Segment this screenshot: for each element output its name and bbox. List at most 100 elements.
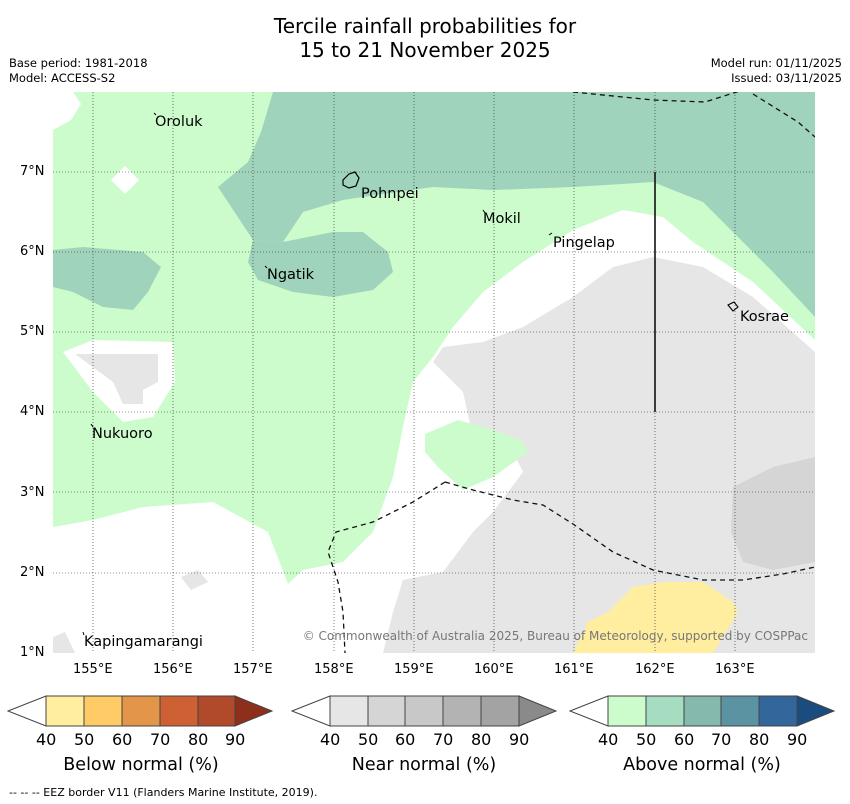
near-normal-50-region (731, 457, 815, 570)
near-normal-value-90: 90 (509, 730, 530, 749)
near-normal-40-region-south (181, 570, 208, 590)
lat-tick-2n: 2°N (20, 565, 45, 580)
copyright-notice: © Commonwealth of Australia 2025, Bureau… (303, 629, 808, 643)
place-mokil: Mokil (483, 211, 521, 227)
near-normal-value-60: 60 (395, 730, 416, 749)
near-normal-swatch-80 (480, 695, 520, 727)
eez-footnote: -- -- -- EEZ border V11 (Flanders Marine… (9, 786, 318, 799)
nukuoro-marker (90, 423, 94, 428)
place-ngatik: Ngatik (267, 267, 315, 283)
above-normal-value-40: 40 (598, 730, 619, 749)
above-normal-swatch-50 (645, 695, 685, 727)
mokil-marker (482, 209, 486, 214)
neutral-buffer-islet (111, 166, 139, 194)
colorbar-below-normal (6, 695, 274, 727)
lon-tick-159e: 159°E (394, 662, 434, 677)
above-normal-swatch-70 (720, 695, 760, 727)
eez-borders (327, 92, 815, 653)
place-pohnpei: Pohnpei (361, 186, 419, 202)
below-normal-value-70: 70 (150, 730, 171, 749)
above-normal-value-90: 90 (787, 730, 808, 749)
model-run: Model run: 01/11/2025 (710, 56, 842, 70)
below-normal-value-40: 40 (36, 730, 57, 749)
near-normal-40-region-west (75, 354, 158, 404)
lon-tick-161e: 161°E (554, 662, 594, 677)
kapingamarangi-marker (82, 631, 85, 636)
near-normal-value-70: 70 (433, 730, 454, 749)
near-normal-40-region-corner (53, 632, 75, 653)
above-normal-50-region-ngatik (248, 232, 393, 297)
lon-tick-158e: 158°E (314, 662, 354, 677)
place-pingelap: Pingelap (553, 235, 615, 251)
lon-tick-163e: 163°E (715, 662, 755, 677)
near-normal-value-80: 80 (471, 730, 492, 749)
below-normal-40-region (573, 582, 738, 653)
above-normal-value-50: 50 (636, 730, 657, 749)
below-normal-label: Below normal (%) (63, 755, 219, 775)
near-normal-40-region (383, 257, 815, 653)
near-normal-value-40: 40 (320, 730, 341, 749)
above-normal-50-region-north (218, 92, 815, 317)
below-normal-value-60: 60 (112, 730, 133, 749)
oroluk-marker (153, 112, 157, 116)
above-normal-lower-arrow (568, 695, 609, 727)
near-normal-label: Near normal (%) (351, 755, 497, 775)
forecast-map: Oroluk Pohnpei Mokil Pingelap Ngatik Kos… (53, 92, 815, 653)
below-normal-swatch-40 (45, 695, 85, 727)
model-name: Model: ACCESS-S2 (9, 71, 116, 85)
below-normal-value-90: 90 (225, 730, 246, 749)
eez-border-east (444, 481, 815, 581)
ngatik-marker (264, 265, 268, 269)
colorbar-above-normal (568, 695, 836, 727)
below-normal-value-50: 50 (74, 730, 95, 749)
pohnpei-island-outline (342, 171, 360, 189)
below-normal-swatch-50 (83, 695, 123, 727)
below-normal-value-80: 80 (188, 730, 209, 749)
lat-tick-4n: 4°N (20, 404, 45, 419)
below-normal-swatch-60 (121, 695, 161, 727)
place-kapingamarangi: Kapingamarangi (84, 634, 203, 650)
above-normal-swatch-60 (683, 695, 722, 727)
issued-date: Issued: 03/11/2025 (731, 71, 842, 85)
pingelap-marker (548, 232, 553, 236)
near-normal-value-50: 50 (358, 730, 379, 749)
above-normal-upper-arrow (796, 695, 836, 727)
above-normal-label: Above normal (%) (623, 755, 781, 775)
above-normal-swatch-80 (758, 695, 798, 727)
above-normal-value-70: 70 (711, 730, 732, 749)
lon-tick-157e: 157°E (233, 662, 273, 677)
below-normal-swatch-70 (159, 695, 199, 727)
base-period: Base period: 1981-2018 (9, 56, 148, 70)
eez-border-south (327, 481, 446, 653)
lon-tick-155e: 155°E (73, 662, 113, 677)
below-normal-upper-arrow (234, 695, 274, 727)
near-normal-swatch-70 (442, 695, 482, 727)
near-normal-upper-arrow (518, 695, 558, 727)
place-nukuoro: Nukuoro (92, 426, 153, 442)
colorbar-near-normal (290, 695, 558, 727)
lon-tick-162e: 162°E (635, 662, 675, 677)
place-kosrae: Kosrae (740, 309, 789, 325)
lon-tick-156e: 156°E (153, 662, 193, 677)
lat-tick-7n: 7°N (20, 164, 45, 179)
below-normal-swatch-80 (197, 695, 236, 727)
lat-tick-1n: 1°N (20, 645, 45, 660)
near-normal-swatch-50 (367, 695, 406, 727)
above-normal-50-region-west (53, 247, 161, 310)
below-normal-lower-arrow (6, 695, 47, 727)
map-title-line1: Tercile rainfall probabilities for (273, 14, 577, 38)
above-normal-40-patch-central (425, 420, 528, 490)
map-title-line2: 15 to 21 November 2025 (299, 38, 551, 62)
lat-tick-6n: 6°N (20, 244, 45, 259)
kosrae-island-outline (727, 301, 739, 312)
eez-border-north (572, 92, 739, 103)
island-markers (82, 112, 553, 636)
place-oroluk: Oroluk (155, 114, 203, 130)
lat-tick-5n: 5°N (20, 324, 45, 339)
lon-tick-160e: 160°E (474, 662, 514, 677)
above-normal-value-60: 60 (674, 730, 695, 749)
neutral-buffer-north (53, 92, 81, 130)
near-normal-lower-arrow (290, 695, 331, 727)
above-normal-value-80: 80 (749, 730, 770, 749)
above-normal-swatch-40 (607, 695, 647, 727)
